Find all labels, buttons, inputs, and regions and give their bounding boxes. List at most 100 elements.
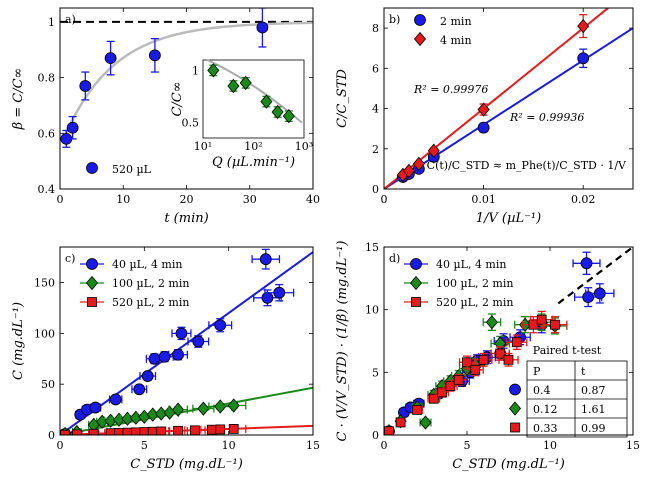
legend-marker [411,297,421,307]
legend-label: 100 µL, 2 min [436,277,513,290]
data-point [261,291,274,304]
data-point [66,121,79,134]
x-tick-label: 30 [243,193,257,206]
data-point [256,21,269,34]
x-tick-label: 15 [306,439,320,452]
data-point [462,357,472,368]
y-tick-label: 15 [365,241,379,254]
fit-line [384,8,610,189]
x-tick-label: 10 [116,193,130,206]
data-point [485,315,498,330]
data-point [550,319,560,330]
data-point [227,398,240,413]
inset-x-tick: 10² [244,140,262,153]
data-point [437,387,448,398]
inset-y-tick: 1 [192,64,199,77]
r2-label: R² = 0.99976 [413,83,488,96]
x-tick-label: 10 [222,439,236,452]
ttest-header: P [533,365,541,378]
data-point [214,319,227,332]
x-tick-label: 0 [381,439,388,452]
x-axis-label: C_STD (mg.dL⁻¹) [452,457,565,472]
data-point [89,401,102,414]
y-tick-label: 5 [372,366,379,379]
data-point [445,381,456,392]
legend-label: 40 µL, 4 min [436,258,506,271]
inset-fit [206,58,303,124]
y-tick-label: 8 [372,22,379,35]
ttest-cell: 0.12 [533,403,558,416]
plot-area [60,248,313,435]
x-tick-label: 5 [141,439,148,452]
data-point [109,393,122,406]
data-point [427,143,440,158]
legend-label: 520 µL, 2 min [436,296,513,309]
data-point [477,121,490,134]
data-point [259,253,272,266]
data-point [197,401,210,416]
data-point [148,49,161,62]
inset-data-point [227,78,240,94]
y-axis-label: C · (V/V_STD) · (1/β) (mg.dL⁻¹) [335,241,350,442]
ttest-marker [509,383,521,396]
x-axis-label: t (min) [164,211,208,226]
data-point [580,257,593,270]
y-tick-label: 10 [365,304,379,317]
data-point [593,287,606,300]
data-point [273,286,286,299]
legend-marker [413,31,427,47]
y-tick-label: 100 [34,327,55,340]
data-point [428,393,439,404]
plot-area [384,8,633,189]
plot-area [384,247,633,435]
x-tick-label: 0 [381,193,388,206]
panel-a: 0 10 20 30 40 0.4 0.6 0.8 1 t (min) β = C/C∞ a) 520 … [11,7,320,226]
inset-y-label: C/C∞ [170,81,185,116]
x-tick-label: 0.02 [571,193,596,206]
legend-label: 40 µL, 4 min [112,258,182,271]
data-point [71,429,82,435]
x-tick-label: 0 [57,439,64,452]
legend-marker [409,275,423,291]
data-point [158,350,171,363]
data-point [495,348,506,359]
x-tick-label: 0 [57,193,64,206]
inset-x-tick: 10³ [295,140,313,153]
ttest-title: Paired t-test [533,344,602,357]
data-point [175,327,188,340]
x-tick-label: 15 [626,439,640,452]
data-point [477,102,490,117]
inset-frame [202,59,305,139]
plot-frame [59,246,314,436]
ttest-cell: 0.87 [581,384,606,397]
data-point [156,426,167,435]
data-point [470,364,481,375]
equation-label: C(t)/C_STD ≈ m_Phe(t)/C_STD · 1/V [427,159,627,172]
data-point [79,80,92,92]
legend-marker [87,297,97,307]
legend-label: 100 µL, 2 min [112,277,189,290]
y-tick-label: 0 [372,183,379,196]
panel-label: c) [65,252,75,265]
legend-marker [86,258,98,270]
data-point [104,52,117,65]
y-tick-label: 1 [48,16,55,29]
panel-label: d) [389,252,400,265]
ttest-cell: 1.61 [581,403,606,416]
data-point [412,405,423,415]
data-point [214,399,227,414]
r2-label: R² = 0.99936 [509,111,584,124]
data-point [419,415,432,430]
legend-marker [410,258,422,270]
fit-line [384,27,633,189]
data-point [577,52,590,65]
panel-label: b) [389,13,400,26]
x-tick-label: 0.01 [471,193,496,206]
legend-label: 2 min [440,15,472,28]
legend-marker [86,162,98,174]
inset-x-tick: 10¹ [194,140,212,153]
data-point [173,425,183,435]
x-tick-label: 20 [180,193,194,206]
data-point [148,352,161,365]
